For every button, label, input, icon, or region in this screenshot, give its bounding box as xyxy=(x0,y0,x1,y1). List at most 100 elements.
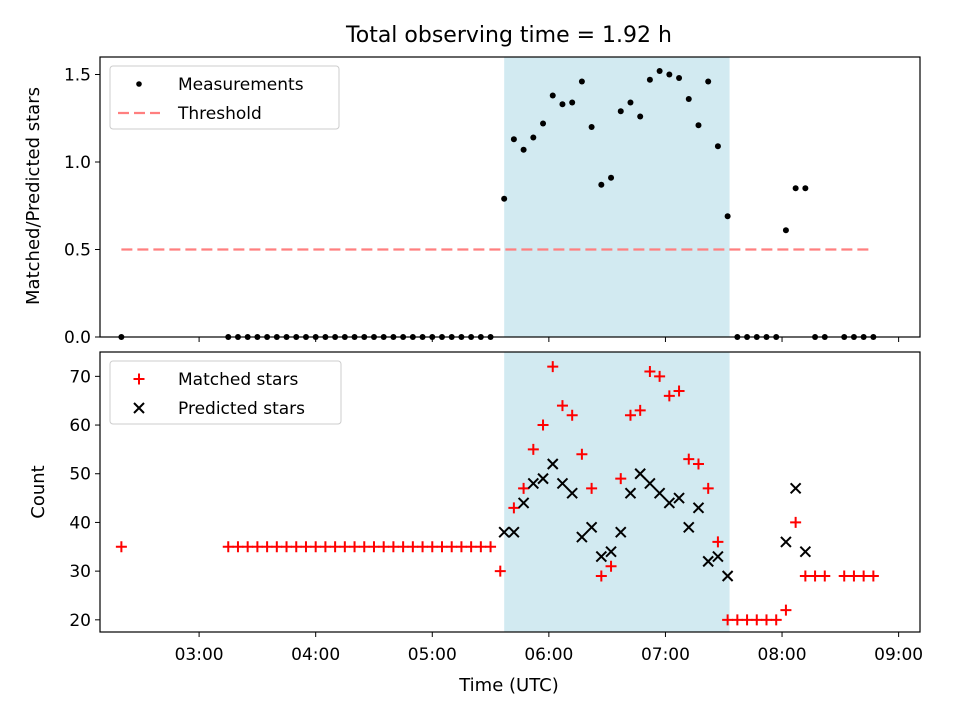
data-point xyxy=(494,565,506,577)
data-point xyxy=(782,227,789,234)
y-tick-label: 60 xyxy=(69,416,91,436)
data-point xyxy=(329,541,341,553)
data-point xyxy=(510,136,517,143)
data-point xyxy=(673,492,685,504)
data-point xyxy=(455,541,467,553)
data-point xyxy=(799,545,812,558)
data-point xyxy=(586,482,598,494)
data-point xyxy=(685,96,692,102)
data-point xyxy=(387,541,399,553)
data-point xyxy=(615,473,627,485)
data-point xyxy=(819,570,831,582)
data-point xyxy=(858,570,870,582)
y-tick-label: 0.5 xyxy=(64,241,91,261)
data-point xyxy=(242,541,254,553)
data-point xyxy=(770,614,782,626)
data-point xyxy=(646,76,653,83)
axes-frame xyxy=(99,56,921,338)
data-point xyxy=(310,541,322,553)
data-point xyxy=(624,409,636,421)
data-point xyxy=(498,526,510,538)
data-point xyxy=(741,614,753,626)
data-point xyxy=(508,526,520,538)
data-point xyxy=(407,541,419,553)
series-predicted-stars xyxy=(498,458,812,582)
data-point xyxy=(547,458,559,470)
x-tick-label: 05:00 xyxy=(408,645,457,665)
legend-label: Measurements xyxy=(178,75,304,95)
data-point xyxy=(637,113,644,120)
data-point xyxy=(617,108,624,115)
data-point xyxy=(780,536,792,548)
data-point xyxy=(566,487,578,499)
data-point xyxy=(673,385,685,397)
y-tick-label: 30 xyxy=(69,562,91,582)
y-tick-label: 40 xyxy=(69,513,91,533)
data-point xyxy=(644,365,656,377)
data-point xyxy=(702,555,714,568)
data-point xyxy=(644,477,656,490)
data-point xyxy=(731,614,743,626)
x-axis-label: Time (UTC) xyxy=(458,675,559,696)
y-tick-label: 1.0 xyxy=(64,153,91,173)
top-y-axis-label: Matched/Predicted stars xyxy=(23,87,44,305)
x-tick-label: 03:00 xyxy=(175,645,224,665)
data-point xyxy=(692,458,704,470)
legend-label: Predicted stars xyxy=(178,399,305,419)
data-point xyxy=(549,92,556,99)
data-point xyxy=(634,468,646,480)
panel-1: 20 30 40 50 60 70 03:00 04:00 05:00 06:00 07:00 08:… xyxy=(69,351,923,665)
legend: Measurements Threshold xyxy=(109,65,340,130)
data-point xyxy=(867,570,879,582)
series-matched-stars xyxy=(115,361,879,626)
legend-label: Matched stars xyxy=(178,370,298,390)
observing-span xyxy=(504,57,730,337)
panel-0: 0.0 0.5 1.0 1.5 Measurements Threshold xyxy=(64,56,921,348)
legend-marker xyxy=(136,81,142,87)
data-point xyxy=(809,570,821,582)
data-point xyxy=(349,541,361,553)
data-point xyxy=(537,472,549,485)
data-point xyxy=(508,502,520,514)
y-tick-label: 20 xyxy=(69,611,91,631)
legend-marker xyxy=(133,373,145,385)
data-point xyxy=(712,536,724,548)
y-tick-label: 70 xyxy=(69,367,91,387)
data-point xyxy=(520,146,527,153)
data-point xyxy=(634,404,646,416)
y-tick-label: 1.5 xyxy=(64,66,91,86)
data-point xyxy=(290,541,302,553)
data-point xyxy=(540,120,547,127)
data-point xyxy=(654,370,666,382)
data-point xyxy=(576,531,588,543)
data-point xyxy=(722,614,734,626)
x-tick-label: 09:00 xyxy=(874,645,923,665)
data-point xyxy=(530,134,537,141)
data-point xyxy=(598,181,605,188)
data-point xyxy=(683,453,695,465)
data-point xyxy=(695,122,702,129)
data-point xyxy=(615,526,627,538)
data-point xyxy=(527,443,539,455)
data-point xyxy=(760,614,772,626)
data-point xyxy=(232,541,244,553)
data-point xyxy=(702,482,714,494)
data-point xyxy=(517,497,530,509)
data-point xyxy=(358,541,370,553)
chart-title: Total observing time = 1.92 h xyxy=(345,23,672,48)
data-point xyxy=(595,550,608,563)
legend-label: Threshold xyxy=(177,104,262,124)
data-point xyxy=(339,541,351,553)
data-point xyxy=(705,78,712,85)
data-point xyxy=(712,550,724,563)
data-point xyxy=(261,541,273,553)
data-point xyxy=(790,516,802,528)
data-point xyxy=(397,541,409,553)
data-point xyxy=(300,541,312,553)
data-point xyxy=(838,570,850,582)
data-point xyxy=(559,101,566,108)
data-point xyxy=(319,541,331,553)
data-point xyxy=(566,409,578,421)
data-point xyxy=(666,71,673,78)
data-point xyxy=(417,541,429,553)
